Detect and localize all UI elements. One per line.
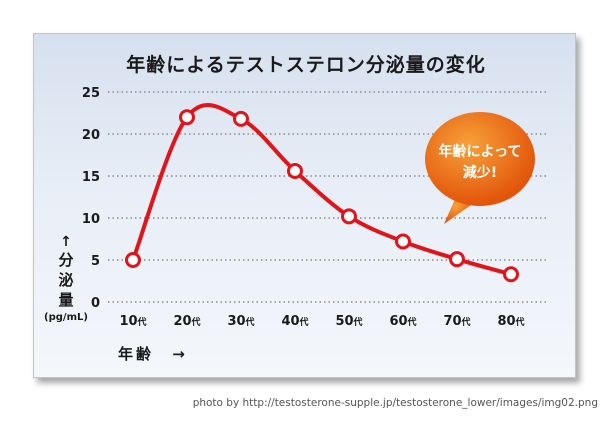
data-point — [233, 110, 249, 127]
y-axis-title-char: 泌 — [58, 271, 74, 289]
data-points — [125, 109, 519, 283]
y-tick-label: 0 — [91, 296, 100, 311]
photo-credit: photo by http://testosterone-supple.jp/t… — [192, 397, 598, 409]
y-tick-label: 20 — [82, 128, 100, 143]
x-axis-label: 年齢 → — [118, 343, 188, 364]
y-axis-title-char: 分 — [58, 251, 74, 269]
y-tick-label: 25 — [82, 86, 100, 101]
x-tick-label: 30代 — [227, 314, 254, 329]
data-point — [125, 252, 141, 268]
y-axis-title: 分泌量 — [44, 250, 88, 310]
y-axis-unit: (pg/mL) — [44, 312, 88, 323]
callout-bubble: 年齢によって 減少! — [425, 112, 535, 224]
x-tick-label: 80代 — [497, 314, 524, 329]
x-tick-label: 40代 — [281, 314, 308, 329]
x-axis-title: 年齢 — [118, 345, 155, 363]
y-axis-title-char: 量 — [58, 291, 74, 309]
callout-text-line2: 減少! — [463, 164, 497, 181]
data-point — [503, 266, 519, 283]
data-point — [179, 109, 195, 126]
y-tick-label: 10 — [82, 212, 100, 227]
y-tick-label: 5 — [91, 254, 100, 269]
data-point — [395, 233, 411, 250]
y-axis-label: ↑ 分泌量 (pg/mL) — [44, 231, 88, 323]
data-point — [341, 208, 357, 225]
callout-shape — [425, 112, 535, 206]
x-tick-label: 20代 — [173, 314, 200, 329]
chart-title: 年齢によるテストステロン分泌量の変化 — [126, 54, 486, 76]
x-tick-label: 50代 — [335, 314, 362, 329]
y-axis-arrow: ↑ — [60, 234, 72, 250]
y-tick-label: 15 — [82, 170, 100, 185]
callout-text-line1: 年齢によって — [439, 143, 522, 160]
x-tick-label: 10代 — [119, 314, 146, 329]
data-point — [287, 162, 303, 179]
x-axis-arrow: → — [172, 345, 188, 363]
x-tick-label: 70代 — [443, 314, 470, 329]
x-tick-label: 60代 — [389, 314, 416, 329]
data-point — [449, 251, 465, 268]
x-tick-labels: 10代 20代 30代 40代 50代 60代 70代 80代 — [119, 314, 524, 329]
y-tick-labels: 0 5 10 15 20 25 — [82, 86, 100, 311]
